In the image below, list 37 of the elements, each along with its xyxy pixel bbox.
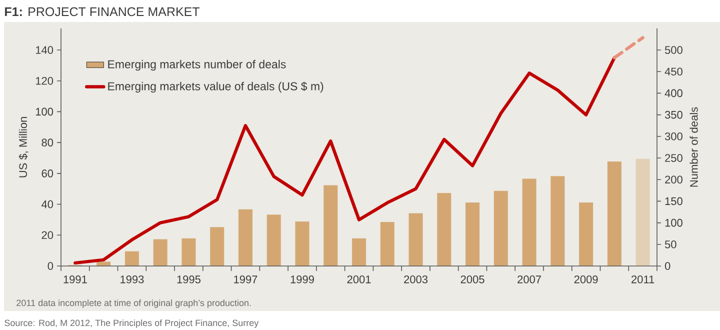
- y-tick-label: 0: [48, 262, 54, 270]
- y2-tick-label: 200: [665, 176, 682, 184]
- x-tick-label: 2001: [347, 276, 371, 284]
- chart-title: F1: PROJECT FINANCE MARKET: [5, 7, 200, 16]
- y2-tick-label: 150: [665, 197, 682, 206]
- y-axis-title: US $, Million: [18, 117, 28, 178]
- y2-axis-title: Number of deals: [690, 107, 698, 187]
- y2-tick-label: 50: [664, 240, 676, 248]
- y2-tick-label: 500: [664, 46, 682, 54]
- text: 2011 data incomplete at time of original graph’s production.: [16, 299, 251, 308]
- y-tick-label: 60: [42, 170, 54, 178]
- y-tick-label: 40: [41, 200, 54, 208]
- legend-label: Emerging markets number of deals: [108, 60, 286, 71]
- y2-tick-label: 100: [665, 218, 682, 227]
- y-tick-label: 120: [36, 76, 54, 85]
- x-tick-label: 1993: [120, 276, 144, 284]
- x-tick-label: 1999: [290, 276, 314, 284]
- x-tick-label: 2005: [460, 276, 484, 284]
- y2-tick-label: 350: [664, 110, 682, 119]
- x-tick-label: 2007: [518, 276, 541, 284]
- x-tick-label: 1995: [177, 276, 200, 284]
- y2-tick-label: 400: [664, 89, 682, 98]
- y2-tick-label: 450: [664, 68, 682, 76]
- x-tick-label: 1997: [234, 276, 258, 284]
- y-tick-label: 20: [42, 231, 54, 240]
- legend-label: Emerging markets value of deals (US $ m): [108, 82, 324, 93]
- x-tick-label: 2003: [404, 276, 428, 284]
- source-note: Source: Rod, M 2012, The Principles of Project Finance, Surrey: [4, 319, 259, 328]
- y2-tick-label: 0: [664, 262, 670, 270]
- y2-tick-label: 300: [664, 132, 682, 140]
- y-tick-label: 100: [36, 108, 54, 116]
- x-tick-label: 2009: [574, 276, 598, 284]
- y2-tick-label: 250: [665, 154, 682, 162]
- y-tick-label: 140: [36, 46, 54, 54]
- y-tick-label: 80: [42, 138, 54, 146]
- x-tick-label: 1991: [64, 276, 87, 284]
- x-tick-label: 2011: [632, 276, 654, 284]
